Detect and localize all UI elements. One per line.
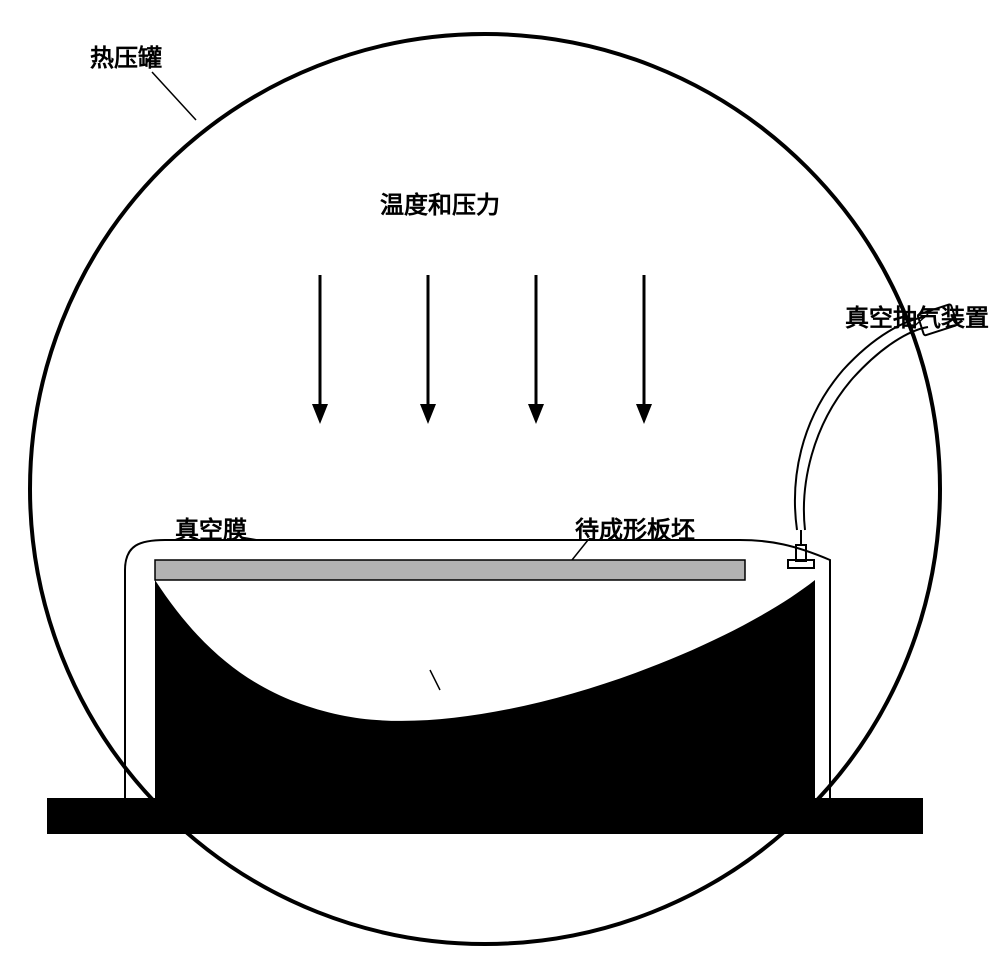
autoclave-leader [152,72,196,120]
pressure-arrows [312,275,652,424]
autoclave-diagram: 热压罐 温度和压力 真空抽气装置 真空膜 待成形板坯 成形模具 [0,0,1000,959]
label-forming-mold: 成形模具 [345,643,441,678]
label-autoclave: 热压罐 [90,38,162,73]
diagram-svg [0,0,1000,959]
label-vacuum-film: 真空膜 [175,510,247,545]
label-temp-pressure: 温度和压力 [380,185,500,220]
sheet-blank-shape [155,560,745,580]
base-right [815,798,923,834]
forming-mold-shape [155,580,815,834]
base-left [47,798,157,834]
label-vacuum-device: 真空抽气装置 [845,298,989,333]
label-sheet-blank: 待成形板坯 [575,510,695,545]
